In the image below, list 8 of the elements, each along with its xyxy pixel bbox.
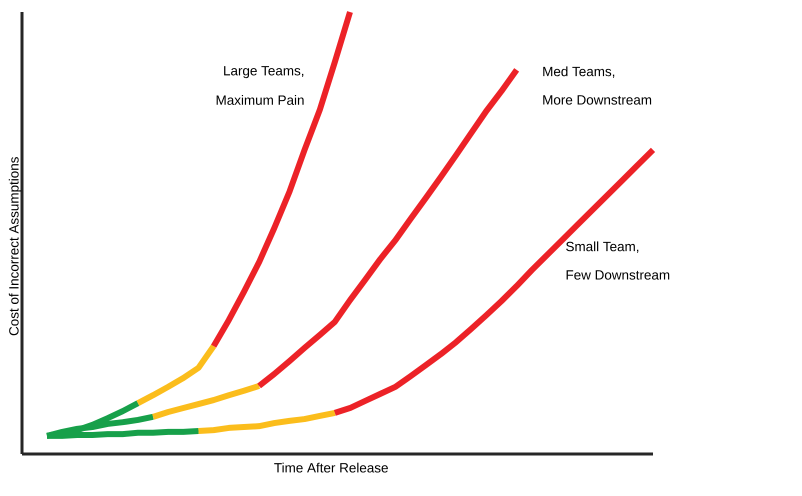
annotation: Maximum Pain [216, 95, 304, 105]
annotation: Med Teams, [543, 66, 614, 78]
annotation: Large Teams, [224, 66, 304, 78]
x-axis-title: Time After Release [274, 462, 388, 473]
y-axis-title: Cost of Incorrect Assumptions [8, 157, 22, 336]
annotation: More Downstream [543, 95, 652, 105]
annotation: Few Downstream [566, 270, 670, 280]
annotation: Small Team, [566, 241, 638, 253]
